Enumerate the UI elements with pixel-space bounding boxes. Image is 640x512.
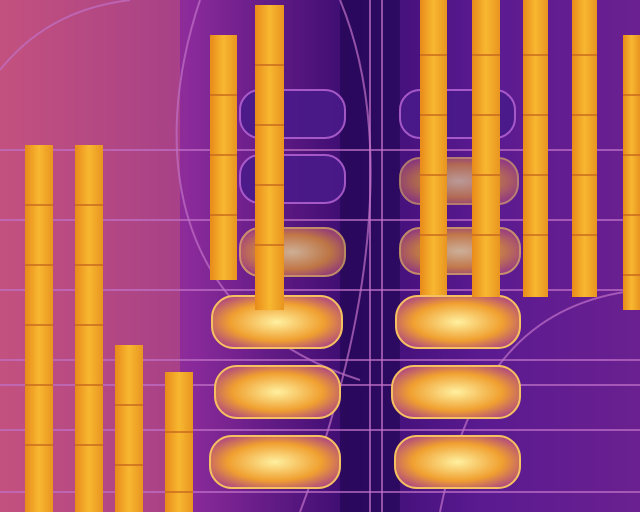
arc: [175, 0, 361, 381]
solar-panels: [25, 0, 640, 512]
panel-seams: [25, 54, 640, 493]
car: [209, 435, 341, 489]
car: [399, 157, 519, 205]
panel: [420, 0, 447, 295]
panel: [75, 145, 103, 512]
panel: [25, 145, 53, 512]
car: [399, 227, 521, 275]
car: [214, 365, 341, 419]
panel: [523, 0, 548, 297]
panel: [165, 372, 193, 512]
panel: [210, 35, 237, 280]
panel: [623, 35, 640, 310]
seam: [25, 54, 640, 493]
panel: [472, 0, 500, 297]
panel: [115, 345, 143, 512]
car: [391, 365, 521, 419]
arc: [0, 0, 131, 71]
panel: [255, 5, 284, 310]
car: [394, 435, 521, 489]
car: [395, 295, 521, 349]
panel: [572, 0, 597, 297]
arc: [299, 0, 372, 512]
